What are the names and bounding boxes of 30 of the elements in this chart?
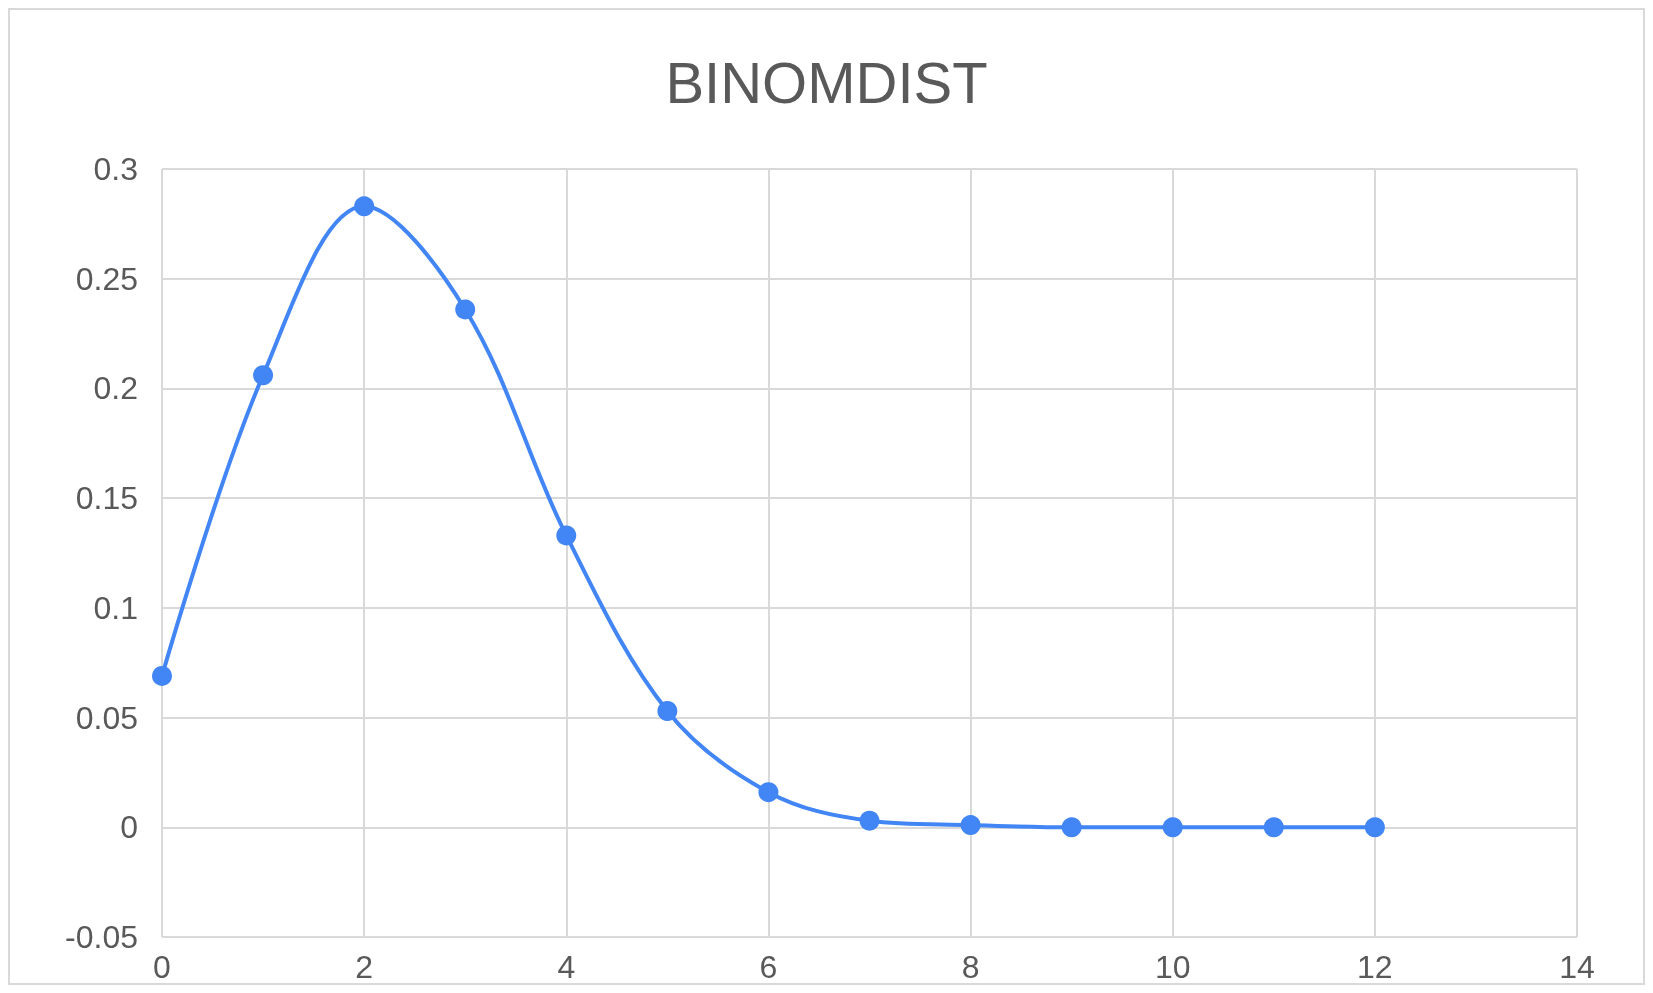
point: [1364, 817, 1385, 838]
y-tick-label: 0.3: [93, 151, 138, 187]
point: [354, 196, 375, 217]
point: [152, 665, 172, 686]
point: [960, 815, 981, 836]
x-tick-label: 8: [961, 949, 980, 985]
y-tick-label: 0.05: [75, 699, 138, 736]
point: [253, 365, 274, 386]
point: [1162, 817, 1183, 838]
point: [657, 700, 678, 721]
x-tick-label: 6: [759, 949, 778, 985]
y-tick-label: 0.15: [75, 480, 138, 517]
x-tick-label: 4: [557, 949, 576, 985]
point: [1061, 817, 1082, 838]
chart-title: BINOMDIST: [665, 49, 988, 115]
x-tick-label: 0: [153, 949, 171, 985]
x-tick-label: 2: [355, 949, 374, 985]
y-tick-label: 0.1: [93, 589, 138, 626]
y-tick-label: 0: [120, 809, 138, 846]
x-tick-label: 12: [1357, 949, 1393, 985]
x-tick-label: 14: [1559, 949, 1595, 985]
point: [556, 525, 577, 546]
y-tick-label: 0.2: [93, 370, 138, 407]
point: [859, 810, 880, 831]
point: [1263, 817, 1284, 838]
x-tick-label: 10: [1154, 949, 1191, 985]
y-tick-label: 0.25: [75, 260, 138, 297]
point: [455, 299, 476, 320]
y-tick-label: -0.05: [65, 919, 138, 955]
point: [758, 782, 779, 803]
